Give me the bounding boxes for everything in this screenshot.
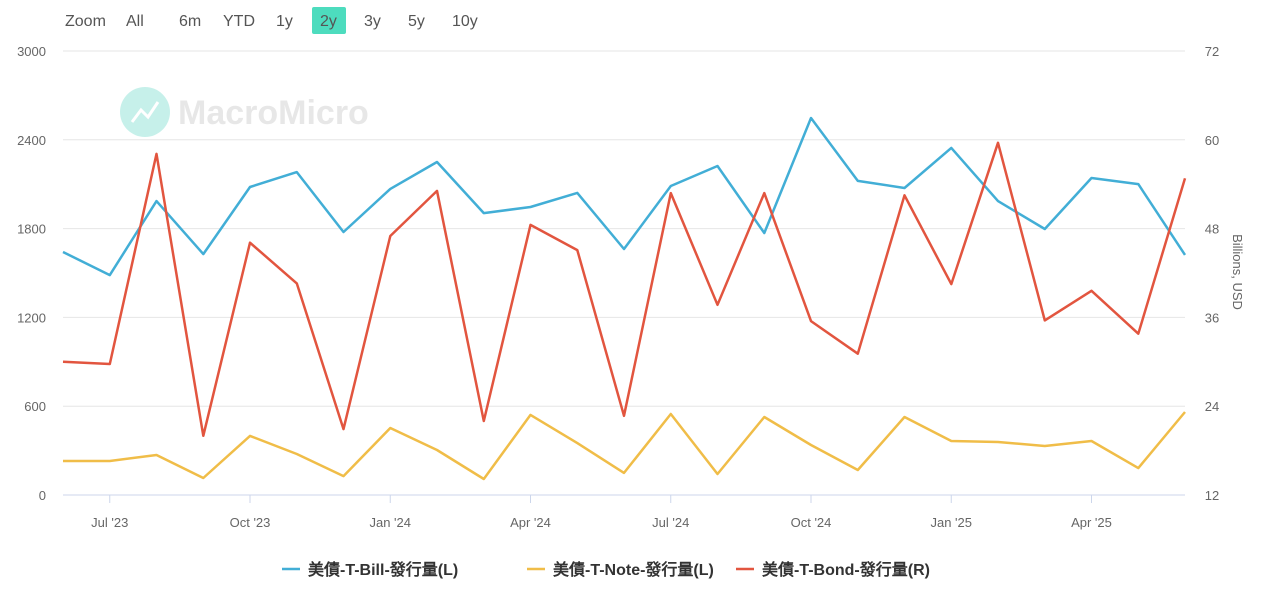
- x-tick-label: Jul '23: [91, 515, 128, 530]
- y2-axis-title: Billions, USD: [1230, 234, 1245, 310]
- x-tick-label: Jan '25: [930, 515, 972, 530]
- x-tick-label: Jan '24: [369, 515, 411, 530]
- range-button[interactable]: 2y: [320, 13, 337, 30]
- watermark-icon: [130, 101, 160, 123]
- series-line: [62, 141, 1187, 438]
- range-button[interactable]: 10y: [452, 13, 478, 30]
- y2-tick-label: 12: [1205, 488, 1219, 503]
- range-button[interactable]: 6m: [179, 13, 201, 30]
- range-button[interactable]: All: [126, 13, 144, 30]
- y-tick-label: 2400: [17, 133, 46, 148]
- legend-item[interactable]: 美債-T-Bond-發行量(R): [736, 560, 930, 579]
- range-button-bg: [312, 7, 346, 34]
- x-tick-label: Apr '25: [1071, 515, 1112, 530]
- y-tick-label: 3000: [17, 44, 46, 59]
- x-tick-label: Apr '24: [510, 515, 551, 530]
- series-line: [63, 411, 1186, 481]
- watermark-logo: [120, 87, 170, 137]
- x-tick-label: Jul '24: [652, 515, 689, 530]
- watermark-text: MacroMicro: [178, 94, 369, 132]
- y2-tick-label: 48: [1205, 222, 1219, 237]
- series-line: [62, 116, 1187, 277]
- y2-tick-label: 72: [1205, 44, 1219, 59]
- y-tick-label: 0: [39, 488, 46, 503]
- range-button[interactable]: YTD: [223, 13, 255, 30]
- x-tick-label: Oct '23: [230, 515, 271, 530]
- range-button[interactable]: 1y: [276, 13, 293, 30]
- zoom-label: Zoom: [65, 13, 106, 30]
- y-tick-label: 600: [24, 399, 46, 414]
- legend-label[interactable]: 美債-T-Bond-發行量(R): [762, 560, 930, 579]
- legend-item[interactable]: 美債-T-Note-發行量(L): [527, 560, 714, 579]
- legend-label[interactable]: 美債-T-Bill-發行量(L): [308, 560, 458, 579]
- y-tick-label: 1200: [17, 310, 46, 325]
- range-button[interactable]: 3y: [364, 13, 381, 30]
- legend-item[interactable]: 美債-T-Bill-發行量(L): [282, 560, 458, 579]
- legend-label[interactable]: 美債-T-Note-發行量(L): [553, 560, 714, 579]
- y2-tick-label: 24: [1205, 399, 1219, 414]
- x-tick-label: Oct '24: [791, 515, 832, 530]
- y2-tick-label: 60: [1205, 133, 1219, 148]
- watermark: MacroMicro: [120, 87, 369, 137]
- range-button[interactable]: 5y: [408, 13, 425, 30]
- y-tick-label: 1800: [17, 222, 46, 237]
- y2-tick-label: 36: [1205, 310, 1219, 325]
